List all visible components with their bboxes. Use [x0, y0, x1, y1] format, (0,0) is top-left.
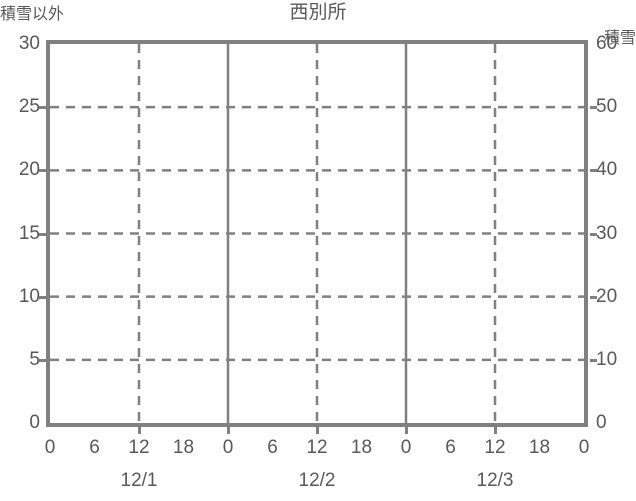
- right-axis-tick-label: 50: [596, 96, 618, 118]
- gridlines: [50, 44, 584, 423]
- x-axis-tick-label: 18: [172, 437, 195, 458]
- right-axis-tick-mark: [590, 106, 597, 110]
- right-axis-tick-mark: [590, 358, 597, 362]
- left-axis-tick-mark: [39, 295, 46, 299]
- x-axis-tick-label: 6: [445, 437, 456, 458]
- x-axis-tick-label: 12: [484, 437, 506, 458]
- right-axis-tick-label: 40: [596, 159, 618, 181]
- x-axis-tick-mark: [227, 427, 230, 434]
- x-axis-tick-label: 0: [44, 437, 56, 458]
- x-axis-tick-mark: [316, 427, 319, 434]
- left-axis-tick-mark: [39, 169, 46, 173]
- left-axis-tick-mark: [39, 232, 46, 236]
- x-axis-tick-label: 0: [400, 437, 412, 458]
- x-axis-tick-label: 18: [350, 437, 373, 458]
- left-axis-tick-label: 30: [18, 33, 40, 54]
- left-axis-tick-label: 20: [18, 159, 40, 181]
- left-axis-tick-label: 0: [29, 412, 40, 433]
- x-axis-tick-label: 12: [306, 437, 328, 458]
- x-axis-tick-label: 18: [528, 437, 551, 458]
- left-axis-tick-label: 15: [18, 222, 40, 244]
- x-axis-tick-mark: [405, 427, 408, 434]
- right-axis-tick-label: 10: [596, 348, 618, 370]
- right-axis-tick-mark: [590, 232, 597, 236]
- x-axis-day-label: 12/3: [476, 470, 514, 491]
- x-axis-day-label: 12/2: [298, 470, 336, 491]
- chart-title: 西別所: [289, 2, 347, 23]
- right-axis-tick-label: 30: [596, 222, 618, 244]
- plot-area: [46, 40, 588, 427]
- right-axis-tick-mark: [590, 169, 597, 173]
- x-axis-tick-mark: [494, 427, 497, 434]
- x-axis-tick-label: 0: [222, 437, 234, 458]
- right-axis-tick-mark: [590, 295, 597, 299]
- x-axis-tick-label: 6: [89, 437, 100, 458]
- left-axis-title: 積雪以外: [0, 6, 65, 23]
- right-axis-tick-label: 0: [596, 412, 607, 433]
- x-axis-tick-label: 12: [128, 437, 150, 458]
- x-axis-tick-mark: [138, 427, 141, 434]
- right-axis-tick-label: 60: [596, 33, 618, 54]
- left-axis-tick-mark: [39, 106, 46, 110]
- x-axis-day-label: 12/1: [120, 470, 158, 491]
- right-axis-tick-label: 20: [596, 285, 618, 307]
- left-axis-tick-mark: [39, 358, 46, 362]
- x-axis-tick-label: 0: [578, 437, 590, 458]
- left-axis-tick-label: 10: [18, 285, 40, 307]
- left-axis-tick-label: 25: [18, 96, 40, 118]
- x-axis-tick-label: 6: [267, 437, 278, 458]
- right-axis-title: 積雪: [603, 30, 636, 47]
- left-axis-tick-label: 5: [29, 348, 40, 370]
